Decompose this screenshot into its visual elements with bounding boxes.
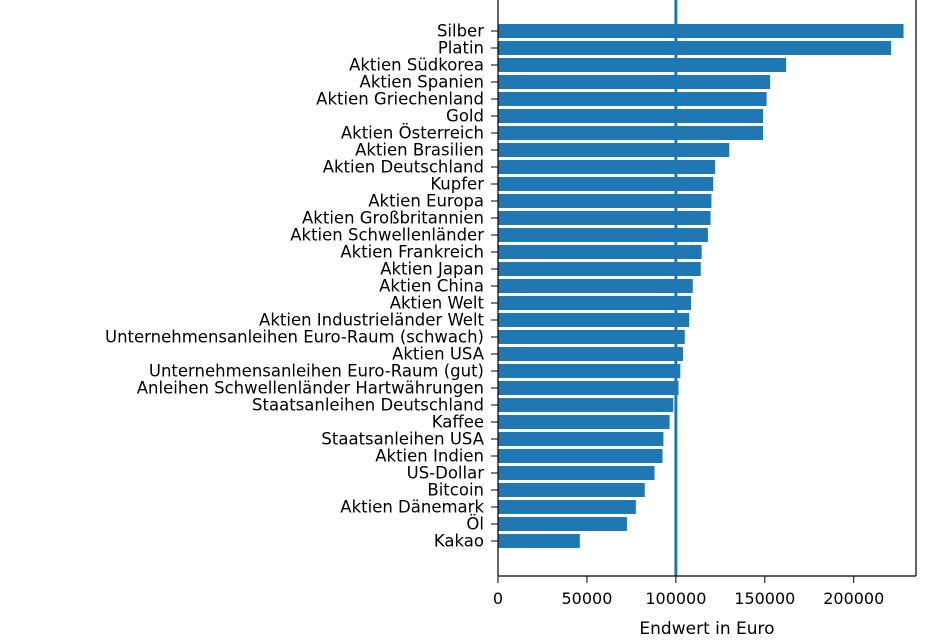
category-label: Aktien Spanien bbox=[360, 73, 484, 92]
category-label: Aktien Frankreich bbox=[340, 243, 484, 262]
bar-11 bbox=[498, 194, 712, 208]
bar-3 bbox=[498, 58, 787, 72]
category-label: Aktien Industrieländer Welt bbox=[259, 311, 484, 330]
category-label: Aktien Griechenland bbox=[316, 90, 484, 109]
category-label: Aktien Europa bbox=[368, 192, 484, 211]
category-label: US-Dollar bbox=[407, 464, 485, 483]
bars-group bbox=[498, 24, 904, 548]
category-label: Staatsanleihen Deutschland bbox=[252, 396, 484, 415]
x-axis-title: Endwert in Euro bbox=[639, 619, 774, 639]
x-ticks-group: 0 50000 100000 150000 200000 bbox=[493, 576, 884, 608]
category-label: Aktien Großbritannien bbox=[302, 209, 484, 228]
category-label: Kupfer bbox=[430, 175, 484, 194]
bar-17 bbox=[498, 296, 691, 310]
category-label: Kakao bbox=[434, 532, 484, 551]
bar-26 bbox=[498, 449, 663, 463]
bar-27 bbox=[498, 466, 655, 480]
x-tick-label: 0 bbox=[493, 589, 503, 608]
bar-7 bbox=[498, 126, 764, 140]
category-label: Aktien USA bbox=[392, 345, 485, 364]
bar-6 bbox=[498, 109, 764, 123]
axes-frame bbox=[497, 0, 917, 577]
x-tick-label: 50000 bbox=[561, 589, 612, 608]
category-label: Aktien Brasilien bbox=[355, 141, 484, 160]
category-label: Aktien Österreich bbox=[341, 124, 484, 143]
bar-4 bbox=[498, 75, 771, 89]
x-tick-label: 200000 bbox=[823, 589, 884, 608]
bar-25 bbox=[498, 432, 664, 446]
category-label: Aktien Südkorea bbox=[349, 56, 484, 75]
category-label: Unternehmensanleihen Euro-Raum (schwach) bbox=[105, 328, 484, 347]
bar-5 bbox=[498, 92, 767, 106]
bar-19 bbox=[498, 330, 685, 344]
bar-14 bbox=[498, 245, 702, 259]
category-label: Aktien Indien bbox=[375, 447, 484, 466]
bar-30 bbox=[498, 517, 627, 531]
bar-1 bbox=[498, 24, 904, 38]
bar-24 bbox=[498, 415, 670, 429]
bar-10 bbox=[498, 177, 714, 191]
category-label: Aktien Dänemark bbox=[340, 498, 484, 517]
category-label: Staatsanleihen USA bbox=[321, 430, 484, 449]
category-label: Aktien China bbox=[379, 277, 484, 296]
bar-13 bbox=[498, 228, 708, 242]
category-label: Aktien Deutschland bbox=[323, 158, 484, 177]
bar-16 bbox=[498, 279, 693, 293]
bar-18 bbox=[498, 313, 690, 327]
bar-12 bbox=[498, 211, 711, 225]
x-tick-label: 150000 bbox=[734, 589, 795, 608]
bar-29 bbox=[498, 500, 636, 514]
bar-31 bbox=[498, 534, 580, 548]
bar-8 bbox=[498, 143, 730, 157]
category-label: Öl bbox=[466, 515, 484, 534]
bar-15 bbox=[498, 262, 701, 276]
category-label: Unternehmensanleihen Euro-Raum (gut) bbox=[149, 362, 484, 381]
category-label: Platin bbox=[438, 39, 484, 58]
category-label: Aktien Welt bbox=[390, 294, 485, 313]
category-label: Gold bbox=[446, 107, 484, 126]
bar-20 bbox=[498, 347, 683, 361]
bar-22 bbox=[498, 381, 679, 395]
x-tick-label: 100000 bbox=[645, 589, 706, 608]
bar-2 bbox=[498, 41, 892, 55]
category-label: Aktien Japan bbox=[380, 260, 484, 279]
bar-23 bbox=[498, 398, 674, 412]
category-label: Anleihen Schwellenländer Hartwährungen bbox=[137, 379, 484, 398]
category-label: Aktien Schwellenländer bbox=[290, 226, 484, 245]
bar-9 bbox=[498, 160, 716, 174]
bar-28 bbox=[498, 483, 645, 497]
bar-21 bbox=[498, 364, 681, 378]
category-label: Kaffee bbox=[432, 413, 484, 432]
category-label: Silber bbox=[437, 22, 484, 41]
category-label: Bitcoin bbox=[427, 481, 484, 500]
